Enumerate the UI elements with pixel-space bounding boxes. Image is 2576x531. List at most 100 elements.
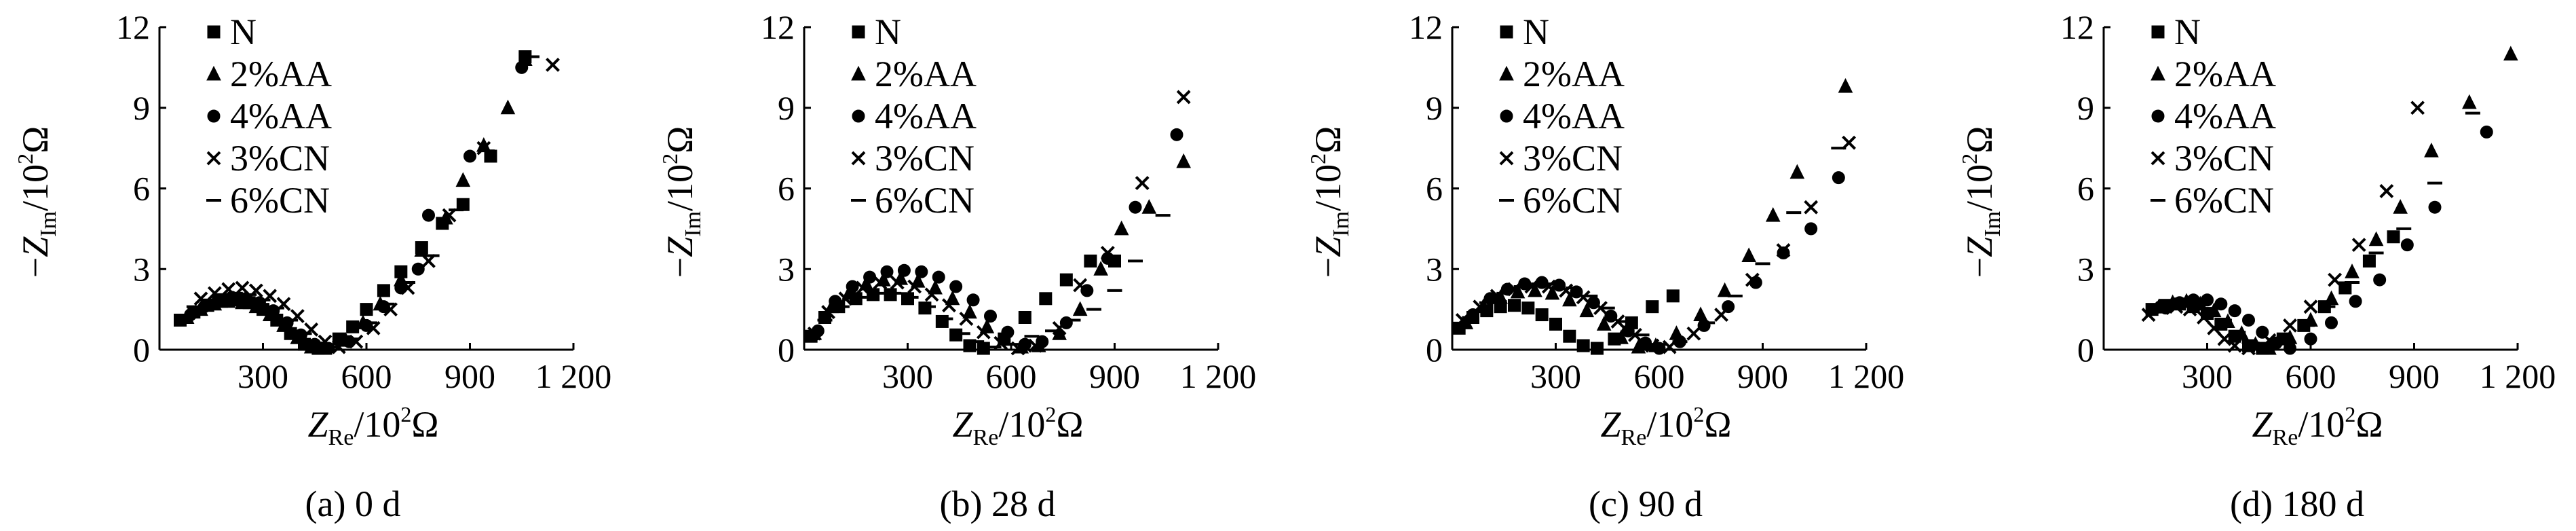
legend-label: 6%CN — [2174, 180, 2274, 221]
data-point — [1621, 324, 1635, 337]
y-axis-title: −ZIm/102Ω — [658, 126, 706, 278]
legend-marker — [2151, 109, 2165, 123]
x-axis-title: ZRe/102Ω — [2252, 402, 2383, 450]
legend-label: 2%AA — [1523, 54, 1625, 94]
data-point — [2328, 272, 2342, 287]
data-point — [1135, 176, 1150, 190]
legend-label: 3%CN — [875, 138, 974, 179]
x-tick-label: 1 200 — [1180, 357, 1257, 395]
y-tick-label: 12 — [116, 8, 150, 46]
x-tick-label: 300 — [238, 357, 288, 395]
data-point — [1614, 329, 1629, 344]
legend: N2%AA4%AA3%CN6%CN — [2151, 12, 2276, 221]
data-point — [897, 263, 911, 277]
data-point — [1832, 171, 1845, 185]
legend-label: 2%AA — [230, 54, 332, 94]
data-point — [1176, 90, 1191, 105]
data-point — [2217, 331, 2232, 346]
series-6pctcn — [2148, 111, 2480, 350]
data-point — [1072, 301, 1088, 316]
data-point — [1741, 247, 1756, 262]
legend-marker — [206, 151, 221, 166]
x-tick-label: 300 — [882, 357, 933, 395]
y-tick-label: 3 — [2077, 250, 2094, 288]
panel-caption: (b) 28 d — [940, 483, 1056, 524]
data-point — [945, 290, 960, 306]
legend-label: N — [1523, 12, 1549, 52]
data-point — [1018, 337, 1031, 351]
data-point — [1693, 306, 1708, 322]
data-point — [1508, 299, 1521, 312]
x-tick-label: 1 200 — [1828, 357, 1905, 395]
data-point — [1686, 326, 1701, 341]
data-point — [935, 314, 949, 328]
data-point — [856, 280, 870, 295]
data-point — [1646, 300, 1659, 314]
data-point — [2379, 184, 2394, 198]
data-point — [349, 334, 364, 349]
data-point — [1563, 329, 1576, 343]
data-point — [1745, 272, 1760, 287]
y-tick-label: 0 — [133, 331, 150, 369]
data-point — [2410, 100, 2425, 115]
data-point — [932, 270, 945, 284]
legend-marker — [2151, 25, 2165, 39]
data-point — [2284, 342, 2296, 355]
data-point — [1777, 246, 1790, 259]
chart-panel-3: 0 3 6 9 12 300 600 900 1 200 ZRe/102Ω −ZIm/102Ω N2%… — [1306, 8, 1904, 524]
legend-marker — [207, 25, 221, 39]
data-point — [252, 296, 266, 310]
series-3pctcn — [807, 90, 1191, 356]
data-point — [1765, 206, 1781, 222]
panel-caption: (a) 0 d — [305, 483, 401, 524]
legend-marker — [1499, 151, 1514, 166]
data-point — [2400, 238, 2414, 252]
data-point — [2424, 142, 2439, 158]
data-point — [2462, 94, 2477, 109]
data-point — [924, 287, 939, 302]
data-point — [1549, 317, 1562, 331]
data-point — [910, 272, 926, 288]
x-tick-label: 900 — [444, 357, 495, 395]
y-axis-title: −ZIm/102Ω — [1306, 126, 1354, 278]
legend: N2%AA4%AA3%CN6%CN — [1499, 12, 1625, 221]
data-point — [880, 265, 894, 278]
data-point — [1084, 254, 1097, 268]
legend-marker — [852, 109, 865, 123]
data-point — [890, 275, 905, 290]
data-point — [515, 60, 529, 74]
x-tick-label: 600 — [1634, 357, 1685, 395]
x-tick-label: 900 — [2389, 357, 2440, 395]
data-point — [411, 262, 425, 276]
data-point — [979, 318, 995, 333]
data-point — [463, 149, 476, 163]
series-n — [174, 50, 532, 355]
data-point — [377, 284, 390, 297]
legend-label: 2%AA — [875, 54, 977, 94]
data-point — [976, 325, 991, 340]
legend: N2%AA4%AA3%CN6%CN — [206, 12, 332, 221]
x-axis-title: ZRe/102Ω — [308, 402, 439, 450]
legend-label: N — [2174, 12, 2201, 52]
data-point — [915, 265, 928, 278]
data-point — [1039, 292, 1053, 306]
legend-marker — [852, 25, 865, 39]
data-point — [1521, 301, 1535, 315]
data-point — [184, 308, 197, 322]
data-point — [1804, 200, 1819, 215]
legend-label: 6%CN — [230, 180, 330, 221]
data-point — [1804, 222, 1818, 236]
x-axis-title: ZRe/102Ω — [1601, 402, 1732, 450]
legend-label: 3%CN — [230, 138, 330, 179]
data-point — [1545, 285, 1560, 300]
y-tick-label: 6 — [1426, 170, 1443, 208]
data-point — [1114, 220, 1129, 236]
data-point — [2387, 230, 2400, 244]
data-point — [2304, 332, 2317, 346]
legend: N2%AA4%AA3%CN6%CN — [851, 12, 977, 221]
x-tick-label: 900 — [1737, 357, 1788, 395]
data-point — [267, 304, 280, 318]
data-point — [1776, 243, 1791, 257]
data-point — [959, 312, 974, 326]
